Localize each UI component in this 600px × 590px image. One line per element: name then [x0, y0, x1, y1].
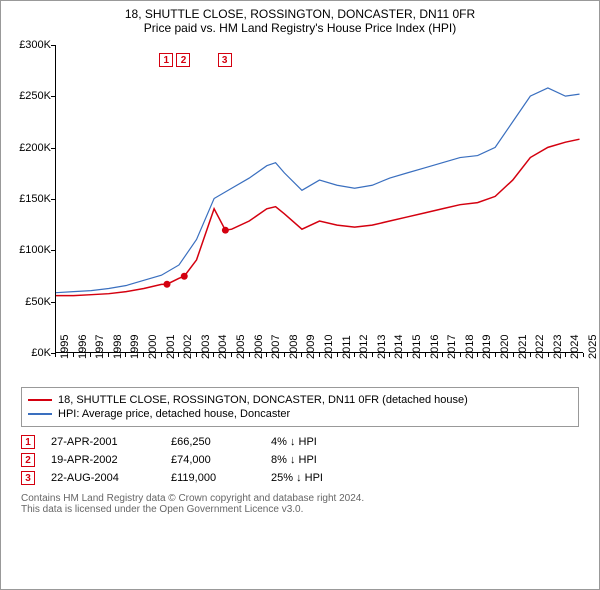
- x-axis-tick-mark: [125, 353, 126, 357]
- sale-row-price: £74,000: [171, 454, 271, 466]
- sales-table: 1 27-APR-2001£66,2504% ↓ HPI 2 19-APR-2002£…: [21, 435, 579, 485]
- title-line-2: Price paid vs. HM Land Registry's House …: [1, 21, 599, 35]
- sale-point-dot: [163, 281, 170, 288]
- sale-row: 3 22-AUG-2004£119,00025% ↓ HPI: [21, 471, 579, 485]
- sale-row-date: 19-APR-2002: [51, 454, 171, 466]
- x-axis-tick-mark: [548, 353, 549, 357]
- sale-row-diff: 8% ↓ HPI: [271, 454, 371, 466]
- legend-swatch: [28, 413, 52, 415]
- x-axis-tick-mark: [266, 353, 267, 357]
- x-axis-tick-mark: [178, 353, 179, 357]
- line-chart-svg: [56, 45, 583, 352]
- x-axis-tick-mark: [565, 353, 566, 357]
- title-line-1: 18, SHUTTLE CLOSE, ROSSINGTON, DONCASTER…: [1, 7, 599, 21]
- x-axis-tick-mark: [213, 353, 214, 357]
- chart-title-block: 18, SHUTTLE CLOSE, ROSSINGTON, DONCASTER…: [1, 1, 599, 37]
- x-axis-tick-mark: [249, 353, 250, 357]
- sale-marker-box: 1: [159, 53, 173, 67]
- sale-row-price: £119,000: [171, 472, 271, 484]
- sale-row-date: 27-APR-2001: [51, 436, 171, 448]
- x-axis-tick-mark: [477, 353, 478, 357]
- sale-row-diff: 25% ↓ HPI: [271, 472, 371, 484]
- sale-row: 2 19-APR-2002£74,0008% ↓ HPI: [21, 453, 579, 467]
- legend-label: 18, SHUTTLE CLOSE, ROSSINGTON, DONCASTER…: [58, 394, 468, 406]
- legend-box: 18, SHUTTLE CLOSE, ROSSINGTON, DONCASTER…: [21, 387, 579, 427]
- y-axis-tick-label: £0K: [11, 347, 51, 359]
- sale-point-dot: [222, 227, 229, 234]
- y-axis-tick-mark: [51, 250, 55, 251]
- sale-row-price: £66,250: [171, 436, 271, 448]
- sale-marker-box: 3: [218, 53, 232, 67]
- sale-row-marker: 1: [21, 435, 35, 449]
- plot-area: [55, 45, 583, 353]
- x-axis-tick-mark: [407, 353, 408, 357]
- footer-attribution: Contains HM Land Registry data © Crown c…: [21, 493, 579, 515]
- x-axis-tick-mark: [55, 353, 56, 357]
- y-axis-tick-mark: [51, 96, 55, 97]
- footer-line-2: This data is licensed under the Open Gov…: [21, 504, 579, 515]
- y-axis-tick-label: £50K: [11, 296, 51, 308]
- x-axis-tick-mark: [143, 353, 144, 357]
- y-axis-tick-mark: [51, 302, 55, 303]
- x-axis-tick-mark: [319, 353, 320, 357]
- x-axis-tick-mark: [108, 353, 109, 357]
- x-axis-tick-label: 2025: [587, 335, 600, 359]
- x-axis-tick-mark: [460, 353, 461, 357]
- sale-marker-box: 2: [176, 53, 190, 67]
- x-axis-tick-mark: [583, 353, 584, 357]
- sale-row-date: 22-AUG-2004: [51, 472, 171, 484]
- x-axis-tick-mark: [284, 353, 285, 357]
- y-axis-tick-mark: [51, 199, 55, 200]
- x-axis-tick-mark: [389, 353, 390, 357]
- x-axis-tick-mark: [425, 353, 426, 357]
- legend-row: 18, SHUTTLE CLOSE, ROSSINGTON, DONCASTER…: [28, 394, 572, 406]
- y-axis-tick-label: £250K: [11, 90, 51, 102]
- x-axis-tick-mark: [513, 353, 514, 357]
- legend-row: HPI: Average price, detached house, Donc…: [28, 408, 572, 420]
- sale-point-dot: [181, 273, 188, 280]
- sale-row-marker: 3: [21, 471, 35, 485]
- sale-row: 1 27-APR-2001£66,2504% ↓ HPI: [21, 435, 579, 449]
- x-axis-tick-mark: [73, 353, 74, 357]
- y-axis-tick-label: £100K: [11, 244, 51, 256]
- sale-row-marker: 2: [21, 453, 35, 467]
- x-axis-tick-mark: [354, 353, 355, 357]
- x-axis-tick-mark: [90, 353, 91, 357]
- x-axis-tick-mark: [495, 353, 496, 357]
- y-axis-tick-label: £150K: [11, 193, 51, 205]
- chart-container: £0K£50K£100K£150K£200K£250K£300K19951996…: [11, 41, 589, 381]
- series-line-price_paid: [56, 139, 580, 295]
- y-axis-tick-mark: [51, 45, 55, 46]
- x-axis-tick-mark: [301, 353, 302, 357]
- footer-line-1: Contains HM Land Registry data © Crown c…: [21, 493, 579, 504]
- y-axis-tick-mark: [51, 148, 55, 149]
- x-axis-tick-mark: [530, 353, 531, 357]
- x-axis-tick-mark: [161, 353, 162, 357]
- legend-swatch: [28, 399, 52, 401]
- x-axis-tick-mark: [337, 353, 338, 357]
- y-axis-tick-label: £200K: [11, 142, 51, 154]
- x-axis-tick-mark: [372, 353, 373, 357]
- x-axis-tick-mark: [231, 353, 232, 357]
- y-axis-tick-label: £300K: [11, 39, 51, 51]
- sale-row-diff: 4% ↓ HPI: [271, 436, 371, 448]
- legend-label: HPI: Average price, detached house, Donc…: [58, 408, 290, 420]
- x-axis-tick-mark: [196, 353, 197, 357]
- x-axis-tick-mark: [442, 353, 443, 357]
